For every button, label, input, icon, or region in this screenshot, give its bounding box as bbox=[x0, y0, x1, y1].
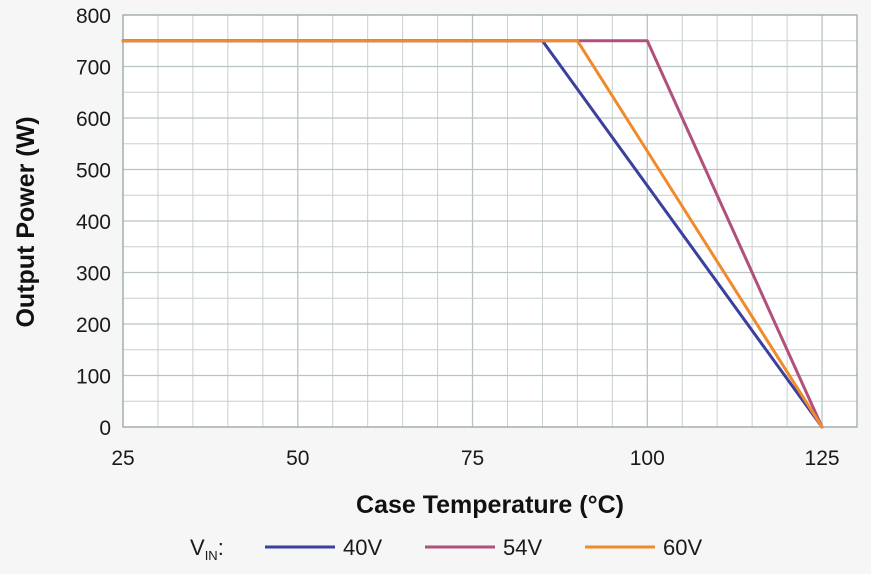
legend-prefix-sub: IN bbox=[205, 548, 218, 563]
x-tick-label: 50 bbox=[286, 447, 309, 470]
x-tick-label: 100 bbox=[630, 447, 665, 470]
x-tick-label: 125 bbox=[805, 447, 840, 470]
y-tick-label: 600 bbox=[76, 108, 111, 131]
tick-labels: 25 50 75 100 125 0 100 200 300 400 500 600 700 800 bbox=[76, 5, 840, 470]
legend-prefix-suffix: : bbox=[218, 535, 224, 560]
y-tick-label: 100 bbox=[76, 366, 111, 389]
y-tick-label: 800 bbox=[76, 5, 111, 28]
y-axis-title: Output Power (W) bbox=[12, 116, 40, 327]
y-tick-label: 300 bbox=[76, 263, 111, 286]
plot-frame bbox=[122, 14, 858, 428]
legend: VIN: 40V 54V 60V bbox=[190, 535, 702, 563]
legend-prefix: VIN: bbox=[190, 535, 224, 563]
series-line-60v bbox=[121, 39, 824, 429]
y-tick-label: 0 bbox=[99, 417, 111, 440]
y-tick-label: 400 bbox=[76, 211, 111, 234]
y-tick-label: 500 bbox=[76, 160, 111, 183]
y-tick-label: 700 bbox=[76, 57, 111, 80]
series-lines bbox=[121, 39, 824, 429]
legend-label-60v: 60V bbox=[663, 535, 702, 560]
x-tick-label: 25 bbox=[111, 447, 134, 470]
legend-prefix-main: V bbox=[190, 535, 205, 560]
legend-label-40v: 40V bbox=[343, 535, 382, 560]
y-tick-label: 200 bbox=[76, 314, 111, 337]
grid bbox=[122, 14, 858, 428]
legend-label-54v: 54V bbox=[503, 535, 542, 560]
x-axis-title: Case Temperature (°C) bbox=[356, 491, 624, 519]
x-tick-label: 75 bbox=[461, 447, 484, 470]
